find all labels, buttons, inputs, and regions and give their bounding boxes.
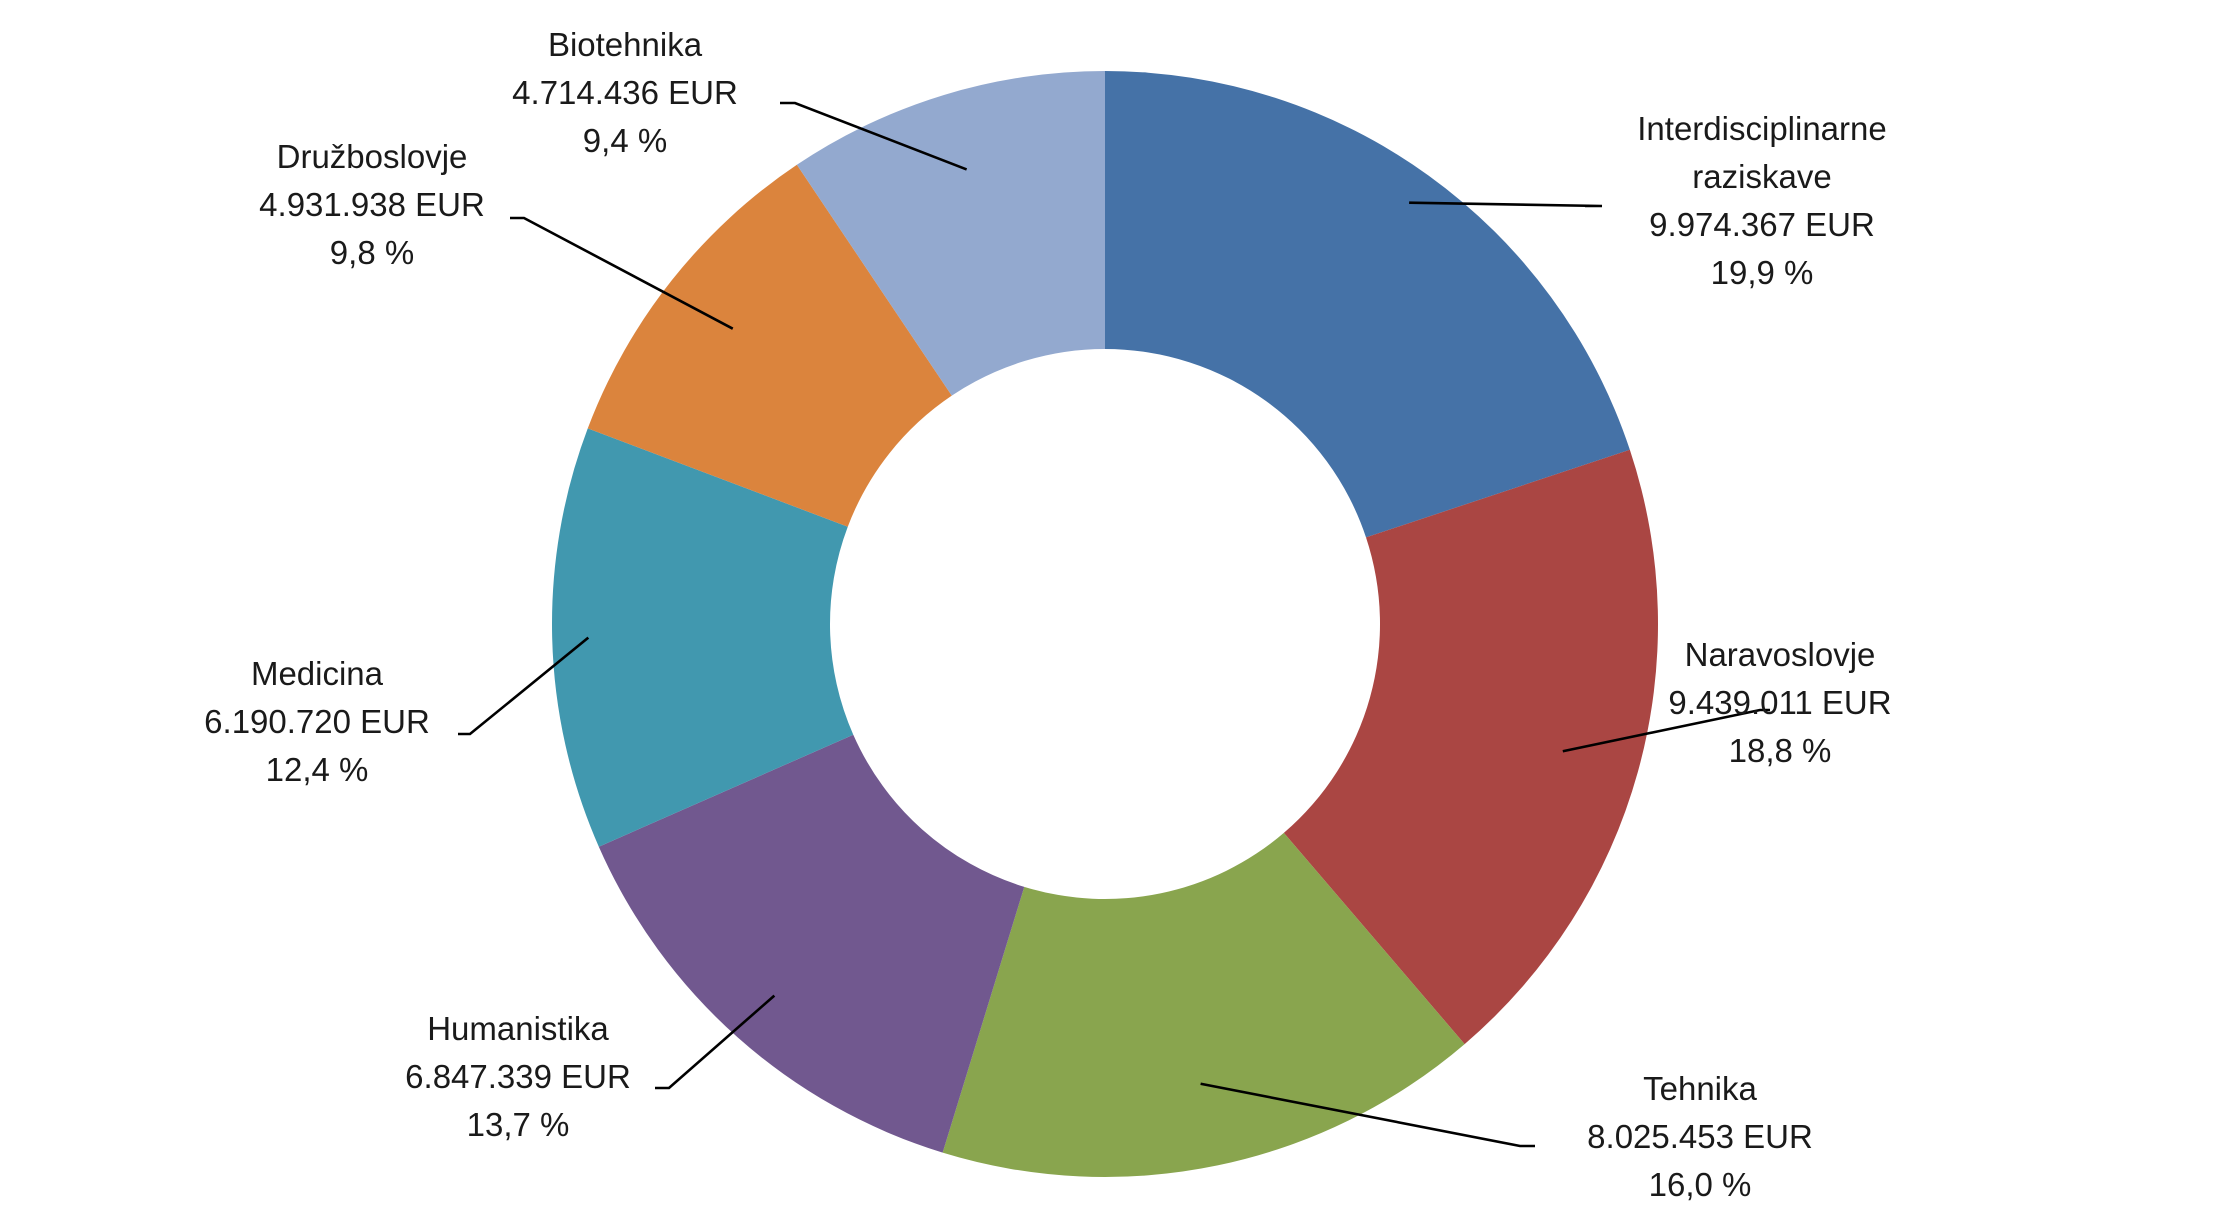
- slice-biotehnika: [796, 71, 1105, 396]
- leader-line-tehnika: [1200, 1082, 1535, 1148]
- label-percent-tehnika: 16,0 %: [1649, 1166, 1752, 1203]
- data-label-druzboslovje: Družboslovje 4.931.938 EUR 9,8 %: [259, 138, 485, 271]
- slice-humanistika: [598, 734, 1025, 1153]
- label-name-interdisciplinarne-raziskave: Interdisciplinarne: [1637, 110, 1886, 147]
- data-label-humanistika: Humanistika 6.847.339 EUR 13,7 %: [405, 1010, 631, 1143]
- data-label-naravoslovje: Naravoslovje 9.439.011 EUR 18,8 %: [1668, 636, 1891, 769]
- label-name-interdisciplinarne-raziskave: raziskave: [1692, 158, 1831, 195]
- label-percent-humanistika: 13,7 %: [467, 1106, 570, 1143]
- label-value-humanistika: 6.847.339 EUR: [405, 1058, 631, 1095]
- label-percent-interdisciplinarne-raziskave: 19,9 %: [1711, 254, 1814, 291]
- label-name-druzboslovje: Družboslovje: [277, 138, 468, 175]
- data-label-medicina: Medicina 6.190.720 EUR 12,4 %: [204, 655, 430, 788]
- label-value-interdisciplinarne-raziskave: 9.974.367 EUR: [1649, 206, 1875, 243]
- label-name-tehnika: Tehnika: [1643, 1070, 1757, 1107]
- data-label-tehnika: Tehnika 8.025.453 EUR 16,0 %: [1587, 1070, 1813, 1203]
- labels-layer: Interdisciplinarne raziskave 9.974.367 EUR…: [204, 26, 1891, 1203]
- slice-naravoslovje: [1283, 449, 1659, 1045]
- slices-layer: [552, 71, 1659, 1177]
- label-value-naravoslovje: 9.439.011 EUR: [1668, 684, 1891, 721]
- leader-line-humanistika: [655, 994, 776, 1090]
- leader-line-druzboslovje: [510, 216, 734, 330]
- label-percent-druzboslovje: 9,8 %: [330, 234, 414, 271]
- leaders-layer: [458, 101, 1770, 1148]
- label-percent-medicina: 12,4 %: [266, 751, 369, 788]
- slice-tehnika: [942, 832, 1465, 1177]
- label-percent-naravoslovje: 18,8 %: [1729, 732, 1832, 769]
- data-label-biotehnika: Biotehnika 4.714.436 EUR 9,4 %: [512, 26, 738, 159]
- label-percent-biotehnika: 9,4 %: [583, 122, 667, 159]
- label-name-medicina: Medicina: [251, 655, 384, 692]
- label-value-tehnika: 8.025.453 EUR: [1587, 1118, 1813, 1155]
- label-value-biotehnika: 4.714.436 EUR: [512, 74, 738, 111]
- leader-line-interdisciplinarne-raziskave: [1409, 201, 1603, 208]
- label-name-humanistika: Humanistika: [427, 1010, 609, 1047]
- leader-line-medicina: [458, 636, 590, 736]
- data-label-interdisciplinarne-raziskave: Interdisciplinarne raziskave 9.974.367 EUR…: [1637, 110, 1886, 291]
- slice-medicina: [552, 428, 854, 847]
- leader-line-naravoslovje: [1562, 708, 1770, 753]
- label-name-biotehnika: Biotehnika: [548, 26, 703, 63]
- label-name-naravoslovje: Naravoslovje: [1685, 636, 1876, 673]
- slice-druzboslovje: [587, 164, 952, 527]
- leader-line-biotehnika: [780, 101, 968, 171]
- label-value-druzboslovje: 4.931.938 EUR: [259, 186, 485, 223]
- label-value-medicina: 6.190.720 EUR: [204, 703, 430, 740]
- slice-interdisciplinarne-raziskave: [1105, 71, 1630, 538]
